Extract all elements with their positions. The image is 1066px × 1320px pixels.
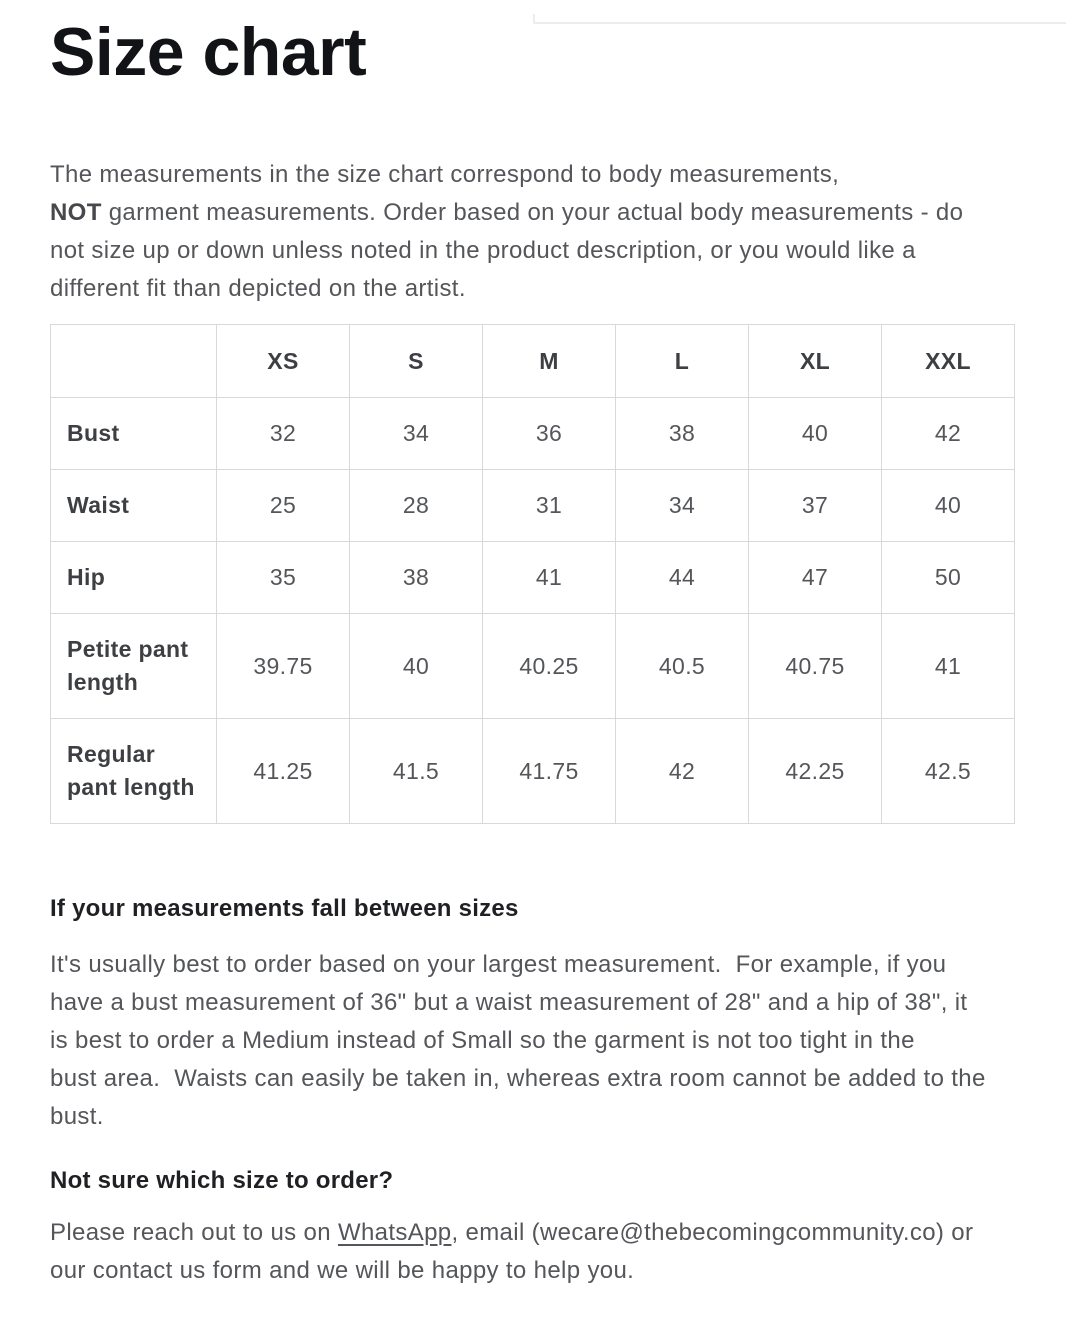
size-value-cell: 40.25 [482,613,616,719]
text-line: , email (wecare@thebecomingcommunity.co)… [451,1219,974,1246]
text-line: not size up or down unless noted in the … [50,237,916,264]
size-value-cell: 38 [615,397,749,470]
text-line: different fit than depicted on the artis… [50,275,466,302]
table-row: Waist 25 28 31 34 37 40 [50,469,1015,542]
table-row: Petite pant length 39.75 40 40.25 40.5 40.75 4… [50,613,1015,719]
between-sizes-heading: If your measurements fall between sizes [50,895,519,922]
size-column-header: XXL [881,324,1015,398]
intro-paragraph: The measurements in the size chart corre… [50,156,1016,308]
size-value-cell: 38 [349,541,483,614]
size-value-cell: 41.25 [216,718,350,824]
measurement-label: Bust [50,397,217,470]
size-value-cell: 40 [349,613,483,719]
size-value-cell: 42 [881,397,1015,470]
size-value-cell: 32 [216,397,350,470]
measurement-label: Petite pant length [50,613,217,719]
table-row: Hip 35 38 41 44 47 50 [50,541,1015,614]
size-value-cell: 28 [349,469,483,542]
bold-text: NOT [50,199,102,226]
measurement-label: Regular pant length [50,718,217,824]
text-line: The measurements in the size chart corre… [50,161,840,188]
size-value-cell: 40.5 [615,613,749,719]
size-value-cell: 41 [881,613,1015,719]
size-value-cell: 41.75 [482,718,616,824]
size-value-cell: 41.5 [349,718,483,824]
text-line: bust. [50,1103,104,1130]
size-value-cell: 31 [482,469,616,542]
text-line: is best to order a Medium instead of Sma… [50,1027,915,1054]
size-value-cell: 42.5 [881,718,1015,824]
size-value-cell: 25 [216,469,350,542]
size-value-cell: 34 [615,469,749,542]
size-value-cell: 40 [748,397,882,470]
top-right-panel-edge [533,14,1066,24]
size-value-cell: 39.75 [216,613,350,719]
table-row: Bust 32 34 36 38 40 42 [50,397,1015,470]
text-line: It's usually best to order based on your… [50,951,947,978]
size-value-cell: 40.75 [748,613,882,719]
size-chart-table: XS S M L XL XXL Bust 32 34 36 38 40 42 Waist 25 28 31 34… [50,324,1015,824]
size-value-cell: 40 [881,469,1015,542]
table-row: Regular pant length 41.25 41.5 41.75 42 42.25… [50,718,1015,824]
size-value-cell: 36 [482,397,616,470]
between-sizes-paragraph: It's usually best to order based on your… [50,946,1016,1136]
size-column-header: S [349,324,483,398]
size-table-head-row: XS S M L XL XXL [50,324,1015,398]
size-table-body: Bust 32 34 36 38 40 42 Waist 25 28 31 34 37 40 Hip 35 38… [50,397,1015,824]
size-value-cell: 41 [482,541,616,614]
text-line: garment measurements. Order based on you… [101,199,964,226]
size-column-header: L [615,324,749,398]
text-line: Please reach out to us on [50,1219,338,1246]
text-line: bust area. Waists can easily be taken in… [50,1065,986,1092]
help-heading: Not sure which size to order? [50,1167,394,1194]
size-value-cell: 37 [748,469,882,542]
size-value-cell: 50 [881,541,1015,614]
size-value-cell: 47 [748,541,882,614]
size-value-cell: 35 [216,541,350,614]
size-value-cell: 42.25 [748,718,882,824]
text-line: our contact us form and we will be happy… [50,1257,635,1284]
size-column-header: M [482,324,616,398]
size-column-header: XL [748,324,882,398]
size-chart-page: Size chart The measurements in the size … [0,14,1066,1290]
help-paragraph: Please reach out to us on WhatsApp, emai… [50,1214,1016,1290]
page-title: Size chart [50,14,367,90]
corner-cell [50,324,217,398]
measurement-label: Waist [50,469,217,542]
measurement-label: Hip [50,541,217,614]
size-value-cell: 42 [615,718,749,824]
text-line: have a bust measurement of 36" but a wai… [50,989,968,1016]
size-value-cell: 34 [349,397,483,470]
whatsapp-link[interactable]: WhatsApp [337,1219,452,1246]
size-column-header: XS [216,324,350,398]
size-value-cell: 44 [615,541,749,614]
